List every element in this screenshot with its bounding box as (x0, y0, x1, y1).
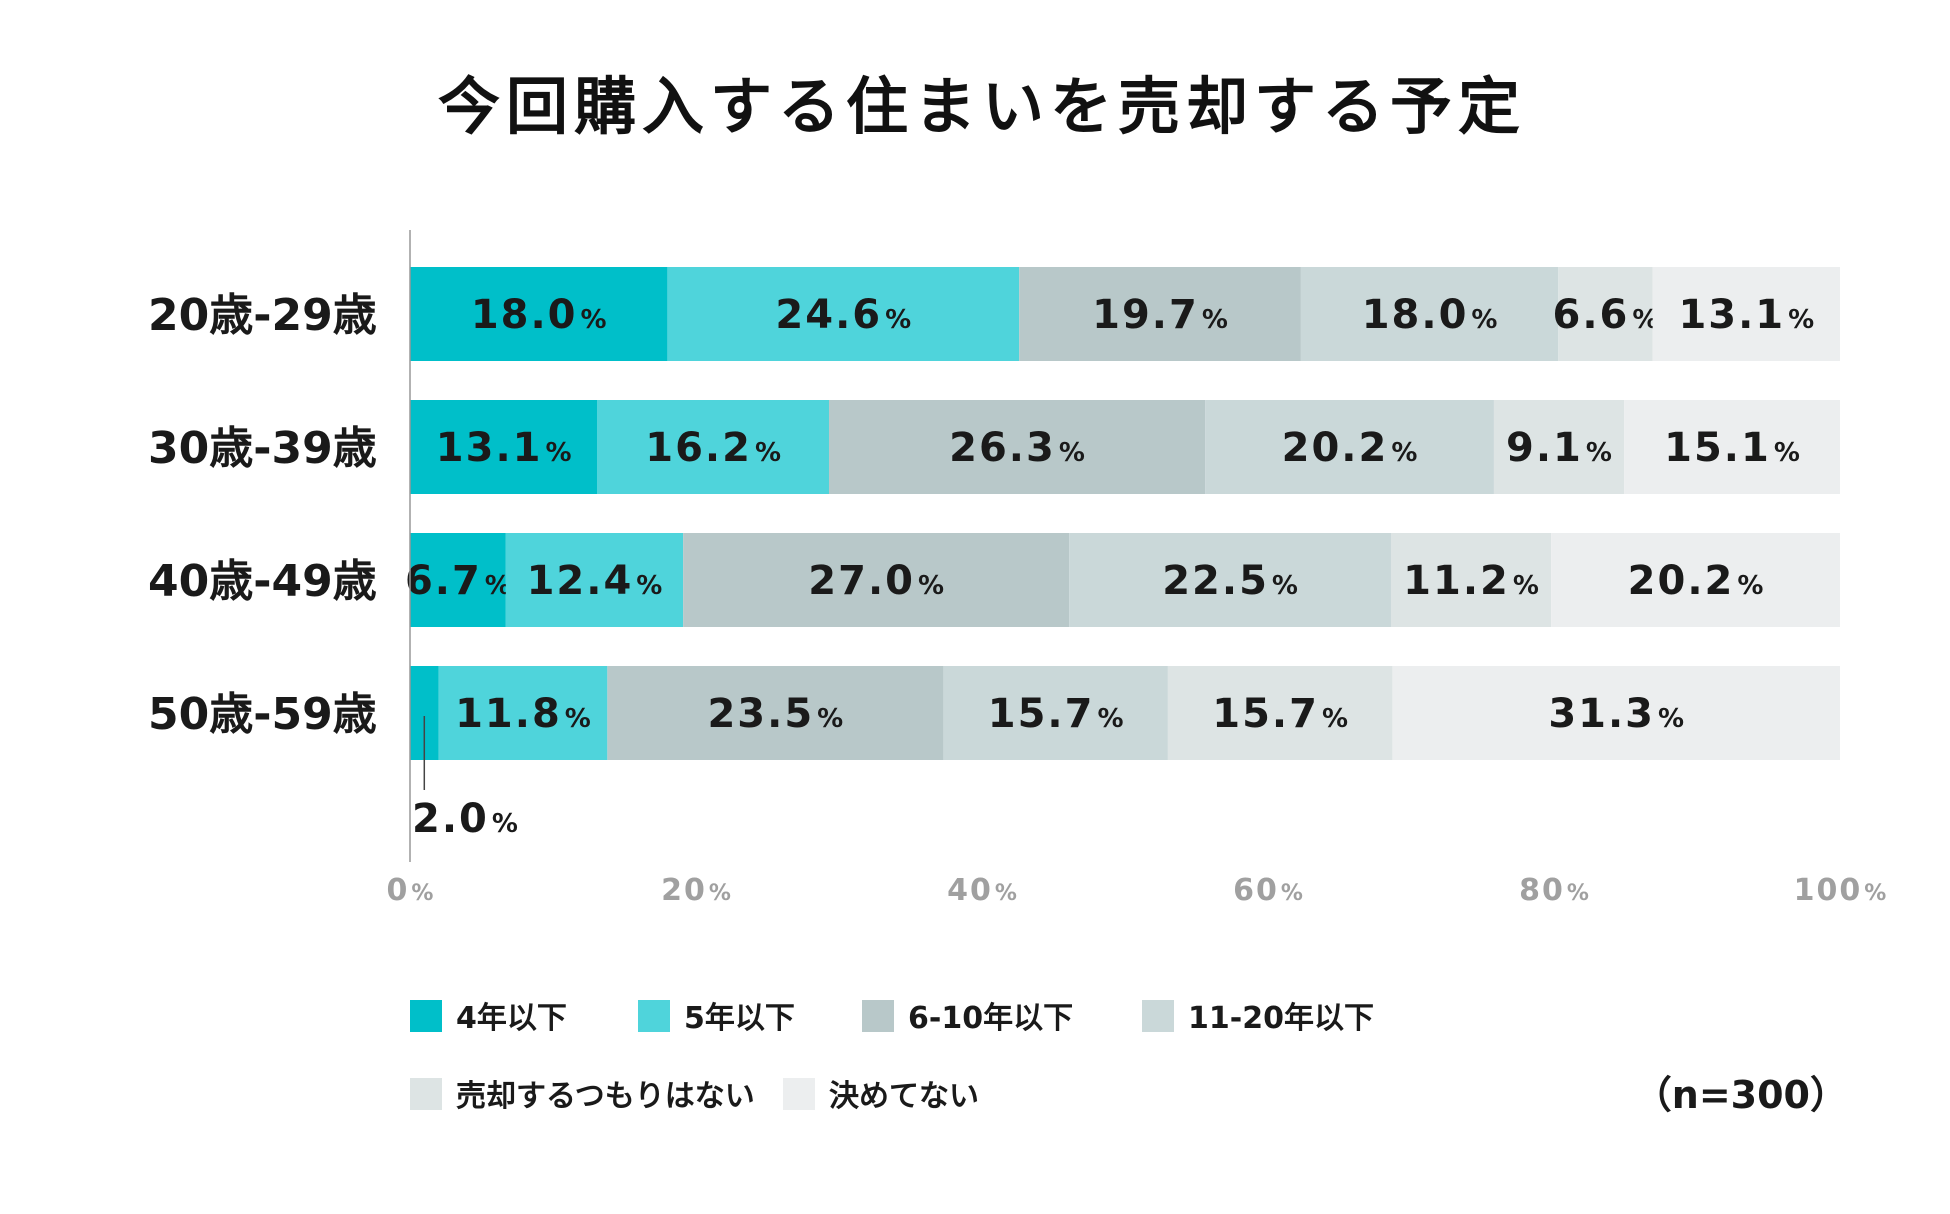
data-label: 9.1% (1506, 425, 1612, 471)
bar-segment (1558, 267, 1653, 361)
legend-label: 決めてない (829, 1079, 979, 1114)
data-label: 19.7% (1092, 292, 1228, 338)
bar-segment (683, 533, 1070, 627)
bar-segment (1019, 267, 1301, 361)
bar-segment (410, 533, 506, 627)
data-label: 2.0% (412, 796, 518, 842)
bar-segment (828, 400, 1206, 494)
category-label: 20歳-29歳 (148, 290, 377, 341)
x-tick-label: 20% (661, 873, 731, 908)
legend-swatch (410, 1000, 442, 1032)
legend-label: 11-20年以下 (1188, 1001, 1374, 1036)
bar-segment (410, 267, 668, 361)
bar-segment (505, 533, 684, 627)
bar-segment (597, 400, 829, 494)
bar-segment (1392, 666, 1840, 760)
legend-swatch (638, 1000, 670, 1032)
bars-group: 20歳-29歳 18.0% 24.6% 19.7% 18.0% 6.6% 13.1 %30歳-… (148, 267, 1840, 842)
legend-label: 売却するつもりはない (456, 1079, 755, 1114)
data-label: 18.0% (1362, 292, 1498, 338)
x-tick-label: 100% (1794, 873, 1887, 908)
data-label: 15.7% (988, 691, 1124, 737)
bar-segment (1652, 267, 1840, 361)
x-tick-label: 0% (387, 873, 434, 908)
data-label: 13.1% (1678, 292, 1814, 338)
category-label: 40歳-49歳 (148, 556, 377, 607)
data-label: 26.3% (949, 425, 1085, 471)
x-tick-label: 40% (947, 873, 1017, 908)
bar-segment (1205, 400, 1494, 494)
sample-size-note: （n=300） (1634, 1073, 1848, 1117)
bar-segment (1390, 533, 1552, 627)
x-tick-label: 60% (1233, 873, 1303, 908)
data-label: 20.2% (1282, 425, 1418, 471)
data-label: 11.2% (1403, 558, 1539, 604)
bar-segment (1069, 533, 1391, 627)
chart-title: 今回購入する住まいを売却する予定 (438, 70, 1526, 143)
bar-segment (1300, 267, 1559, 361)
data-label: 15.7% (1212, 691, 1348, 737)
category-label: 30歳-39歳 (148, 423, 377, 474)
data-label: 31.3% (1548, 691, 1684, 737)
bar-segment (607, 666, 944, 760)
bar-segment (438, 666, 608, 760)
bar-segment (1551, 533, 1840, 627)
data-label: 24.6% (775, 292, 911, 338)
legend-swatch (862, 1000, 894, 1032)
legend-label: 6-10年以下 (908, 1001, 1073, 1036)
bar-segment (1624, 400, 1840, 494)
data-label: 12.4% (527, 558, 663, 604)
legend-swatch (1142, 1000, 1174, 1032)
bar-segment (943, 666, 1168, 760)
legend-swatch (783, 1078, 815, 1110)
legend-label: 5年以下 (684, 1001, 795, 1036)
bar-segment (1167, 666, 1393, 760)
data-label: 11.8% (455, 691, 591, 737)
data-label: 15.1% (1664, 425, 1800, 471)
data-label: 18.0% (471, 292, 607, 338)
legend-label: 4年以下 (456, 1001, 567, 1036)
data-label: 20.2% (1628, 558, 1764, 604)
bar-segment (410, 400, 598, 494)
data-label: 6.7% (405, 558, 511, 604)
bar-segment (1493, 400, 1625, 494)
legend-swatch (410, 1078, 442, 1110)
data-label: 16.2% (645, 425, 781, 471)
x-axis-ticks: 0% 20% 40% 60% 80% 100% (387, 873, 1887, 908)
x-tick-label: 80% (1519, 873, 1589, 908)
data-label: 22.5% (1162, 558, 1298, 604)
data-label: 23.5% (707, 691, 843, 737)
category-label: 50歳-59歳 (148, 689, 377, 740)
data-label: 27.0% (808, 558, 944, 604)
data-label: 13.1% (436, 425, 572, 471)
bar-segment (667, 267, 1020, 361)
